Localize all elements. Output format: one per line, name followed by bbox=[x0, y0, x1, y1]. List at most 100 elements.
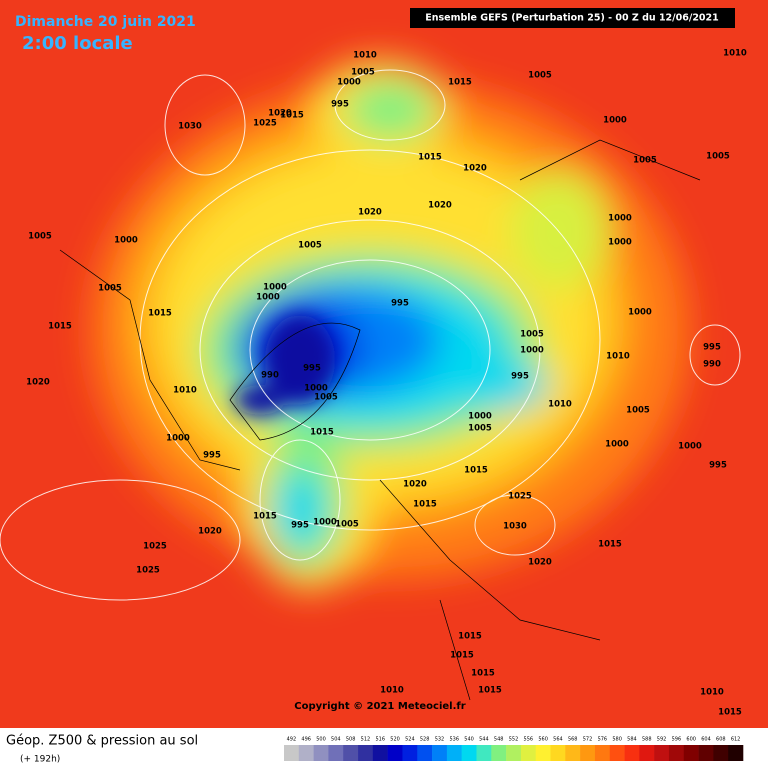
scale-swatch bbox=[624, 745, 640, 761]
isobar-label: 1000 bbox=[678, 442, 702, 452]
isobar-label: 1000 bbox=[304, 384, 328, 394]
scale-swatch bbox=[520, 745, 537, 761]
scale-label: 520 bbox=[390, 737, 400, 743]
scale-swatch bbox=[491, 745, 507, 761]
footer-title: Géop. Z500 & pression au sol bbox=[6, 734, 198, 749]
isobar-label: 1005 bbox=[706, 152, 730, 162]
isobar-label: 1015 bbox=[310, 428, 334, 438]
scale-swatch bbox=[372, 745, 388, 761]
time-text: 2:00 locale bbox=[22, 33, 133, 54]
isobar-label: 1005 bbox=[633, 156, 657, 166]
scale-label: 500 bbox=[316, 737, 326, 743]
scale-label: 572 bbox=[583, 737, 593, 743]
scale-label: 528 bbox=[420, 737, 430, 743]
isobar-label: 1015 bbox=[718, 708, 742, 718]
isobar-label: 1010 bbox=[353, 51, 377, 61]
scale-label: 492 bbox=[287, 737, 297, 743]
isobar-labels: 1010100510151010100510009951030102010251… bbox=[26, 49, 747, 718]
isobar-label: 995 bbox=[331, 100, 349, 110]
isobar-label: 1030 bbox=[503, 522, 527, 532]
isobar-label: 1010 bbox=[606, 352, 630, 362]
scale-swatch bbox=[639, 745, 655, 761]
isobar-label: 995 bbox=[291, 521, 309, 531]
isobar-label: 1015 bbox=[148, 309, 172, 319]
isobar-label: 1005 bbox=[28, 232, 52, 242]
scale-label: 608 bbox=[716, 737, 726, 743]
isobar-label: 1020 bbox=[26, 378, 50, 388]
isobar-label: 1025 bbox=[136, 566, 160, 576]
isobar-label: 1000 bbox=[608, 238, 632, 248]
isobar-label: 1015 bbox=[48, 322, 72, 332]
scale-label: 504 bbox=[331, 737, 341, 743]
isobar-label: 1015 bbox=[280, 111, 304, 121]
isobar-label: 995 bbox=[303, 364, 321, 374]
isobar-label: 1000 bbox=[263, 283, 287, 293]
scale-swatch bbox=[609, 745, 625, 761]
isobar-label: 1025 bbox=[143, 542, 167, 552]
scale-label: 544 bbox=[479, 737, 489, 743]
isobar-label: 990 bbox=[703, 360, 721, 370]
scale-label: 552 bbox=[509, 737, 519, 743]
isobar-label: 1000 bbox=[603, 116, 627, 126]
isobar-label: 1010 bbox=[173, 386, 197, 396]
scale-swatch bbox=[668, 745, 685, 761]
scale-label: 512 bbox=[361, 737, 371, 743]
isobar-label: 1010 bbox=[700, 688, 724, 698]
color-scale: 492 496 500 504 508 512 516 520 524 528 532 536 540 5… bbox=[284, 737, 744, 761]
isobar-label: 1005 bbox=[351, 68, 375, 78]
scale-swatch bbox=[565, 745, 581, 761]
scale-swatch bbox=[728, 745, 744, 761]
isobar-label: 1020 bbox=[403, 480, 427, 490]
scale-swatch bbox=[298, 745, 314, 761]
isobar-label: 1000 bbox=[468, 412, 492, 422]
isobar-label: 1030 bbox=[178, 122, 202, 132]
isobar-label: 1010 bbox=[548, 400, 572, 410]
scale-label: 592 bbox=[657, 737, 667, 743]
isobar-label: 1015 bbox=[464, 466, 488, 476]
scale-swatch bbox=[476, 745, 492, 761]
copyright: Copyright © 2021 Meteociel.fr bbox=[294, 701, 465, 712]
model-box bbox=[410, 8, 735, 28]
scale-label: 548 bbox=[494, 737, 504, 743]
isobar-label: 1005 bbox=[98, 284, 122, 294]
scale-label: 568 bbox=[568, 737, 578, 743]
isobar-label: 1000 bbox=[313, 518, 337, 528]
scale-swatch bbox=[506, 745, 522, 761]
date-text: Dimanche 20 juin 2021 bbox=[15, 14, 196, 30]
isobar-label: 1005 bbox=[528, 71, 552, 81]
isobar-label: 1020 bbox=[528, 558, 552, 568]
isobar-label: 995 bbox=[391, 299, 409, 309]
scale-label: 508 bbox=[346, 737, 356, 743]
isobar-label: 1015 bbox=[598, 540, 622, 550]
scale-label: 496 bbox=[301, 737, 311, 743]
isobar-label: 1000 bbox=[520, 346, 544, 356]
isobar-label: 1005 bbox=[335, 520, 359, 530]
scale-swatch bbox=[580, 745, 596, 761]
isobar-label: 1020 bbox=[358, 208, 382, 218]
isobar-label: 1015 bbox=[458, 632, 482, 642]
scale-label: 516 bbox=[375, 737, 385, 743]
scale-swatch bbox=[313, 745, 329, 761]
scale-swatch bbox=[387, 745, 403, 761]
scale-swatch bbox=[550, 745, 566, 761]
scale-swatch bbox=[328, 745, 344, 761]
scale-swatch bbox=[343, 745, 359, 761]
scale-label: 524 bbox=[405, 737, 415, 743]
scale-label: 600 bbox=[686, 737, 696, 743]
isobar-label: 1005 bbox=[520, 330, 544, 340]
isobar-label: 1015 bbox=[253, 512, 277, 522]
scale-label: 588 bbox=[642, 737, 652, 743]
isobar-label: 995 bbox=[709, 461, 727, 471]
scale-label: 604 bbox=[701, 737, 711, 743]
isobar-label: 1000 bbox=[608, 214, 632, 224]
scale-label: 576 bbox=[598, 737, 608, 743]
scale-swatch bbox=[402, 745, 418, 761]
scale-label: 596 bbox=[672, 737, 682, 743]
scale-swatch bbox=[432, 745, 448, 761]
scale-swatch bbox=[535, 745, 551, 761]
isobar-label: 1020 bbox=[198, 527, 222, 537]
isobar-label: 995 bbox=[203, 451, 221, 461]
scale-swatch bbox=[594, 745, 611, 761]
